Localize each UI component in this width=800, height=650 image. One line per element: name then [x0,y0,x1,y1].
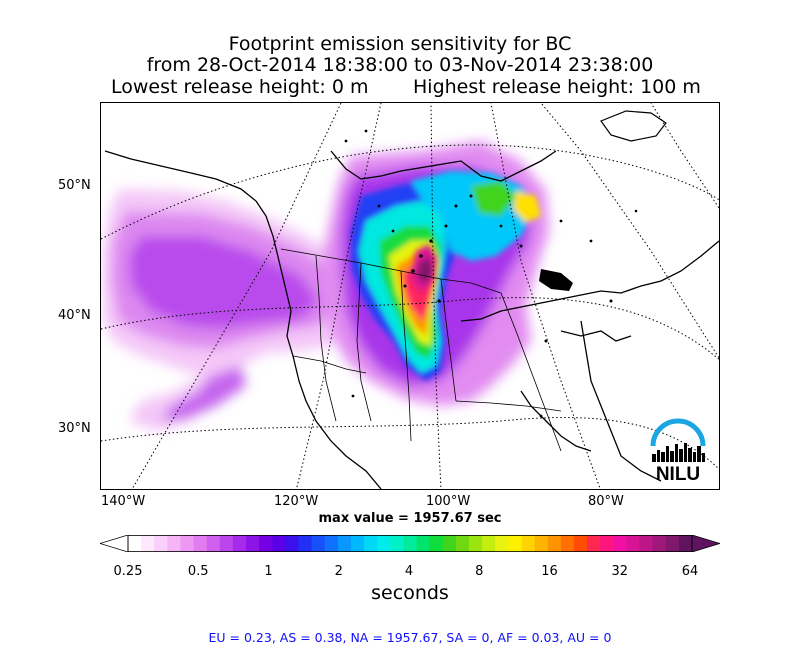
colorbar-cell [665,535,680,552]
colorbar-cell [416,535,431,552]
colorbar-cell [128,535,142,552]
colorbar-cell [193,535,208,552]
colorbar-cell [508,535,523,552]
lon-label-80: 80°W [588,494,624,509]
colorbar-label: seconds [371,582,449,604]
map-title-line1: Footprint emission sensitivity for BC [228,33,572,55]
colorbar-cell [350,535,365,552]
colorbar-cell [259,535,273,552]
lon-label-100: 100°W [426,494,471,509]
lakes-and-islands [344,110,667,418]
colorbar-cell [219,535,234,552]
colorbar-cell [206,535,221,552]
colorbar-tick-label: 2 [334,564,343,579]
colorbar-tick-label: 0.25 [113,564,143,579]
colorbar-cell [469,535,483,552]
colorbar-cell [154,535,168,552]
colorbar-cell [285,535,300,552]
lon-label-120: 120°W [274,494,319,509]
colorbar-cell [482,535,496,552]
map-title-line2: from 28-Oct-2014 18:38:00 to 03-Nov-2014… [146,54,654,76]
colorbar-cell [442,535,457,552]
colorbar-tick-label: 16 [541,564,558,579]
colorbar [100,535,720,552]
max-value-label: max value = 1957.67 sec [318,511,502,526]
colorbar-cell [534,535,549,552]
colorbar-cell [141,535,155,552]
borders [280,248,562,452]
colorbar-cell [652,535,667,552]
colorbar-cell [587,535,601,552]
colorbar-cell [678,535,693,552]
colorbar-cell [403,535,418,552]
sensitivity-field [103,141,549,431]
colorbar-cell [324,535,339,552]
colorbar-high-extension [691,535,720,552]
footprint-map: NILU [100,102,720,490]
colorbar-cell [429,535,444,552]
colorbar-tick-label: 8 [475,564,484,579]
colorbar-cell [560,535,575,552]
colorbar-cell [167,535,182,552]
colorbar-cell [547,535,562,552]
lowest-release-height: Lowest release height: 0 m [111,76,369,98]
colorbar-cell [573,535,588,552]
lat-label-30: 30°N [58,421,91,436]
colorbar-tick-label: 0.5 [187,564,209,579]
colorbar-cell [521,535,536,552]
colorbar-cell [337,535,352,552]
colorbar-cell [246,535,260,552]
colorbar-cell [639,535,654,552]
lat-label-40: 40°N [58,308,91,323]
colorbar-tick-label: 64 [681,564,699,579]
colorbar-cell [272,535,286,552]
colorbar-cell [180,535,195,552]
region-stats: EU = 0.23, AS = 0.38, NA = 1957.67, SA =… [208,630,612,645]
colorbar-cell [364,535,378,552]
nilu-logo-text: NILU [656,464,700,485]
colorbar-cell [495,535,509,552]
lon-label-140: 140°W [101,494,146,509]
colorbar-cell [600,535,614,552]
colorbar-low-extension [100,535,129,552]
lat-label-50: 50°N [58,178,91,193]
colorbar-cell [455,535,470,552]
colorbar-cell [613,535,628,552]
colorbar-cell [390,535,405,552]
colorbar-cell [377,535,391,552]
colorbar-tick-label: 1 [264,564,273,579]
colorbar-tick-label: 4 [404,564,414,579]
colorbar-cell [232,535,247,552]
nilu-logo: NILU [650,418,706,485]
colorbar-cell [626,535,641,552]
colorbar-cell [298,535,313,552]
colorbar-tick-label: 32 [611,564,629,579]
highest-release-height: Highest release height: 100 m [413,76,701,98]
colorbar-cell [311,535,326,552]
graticule [101,103,719,489]
